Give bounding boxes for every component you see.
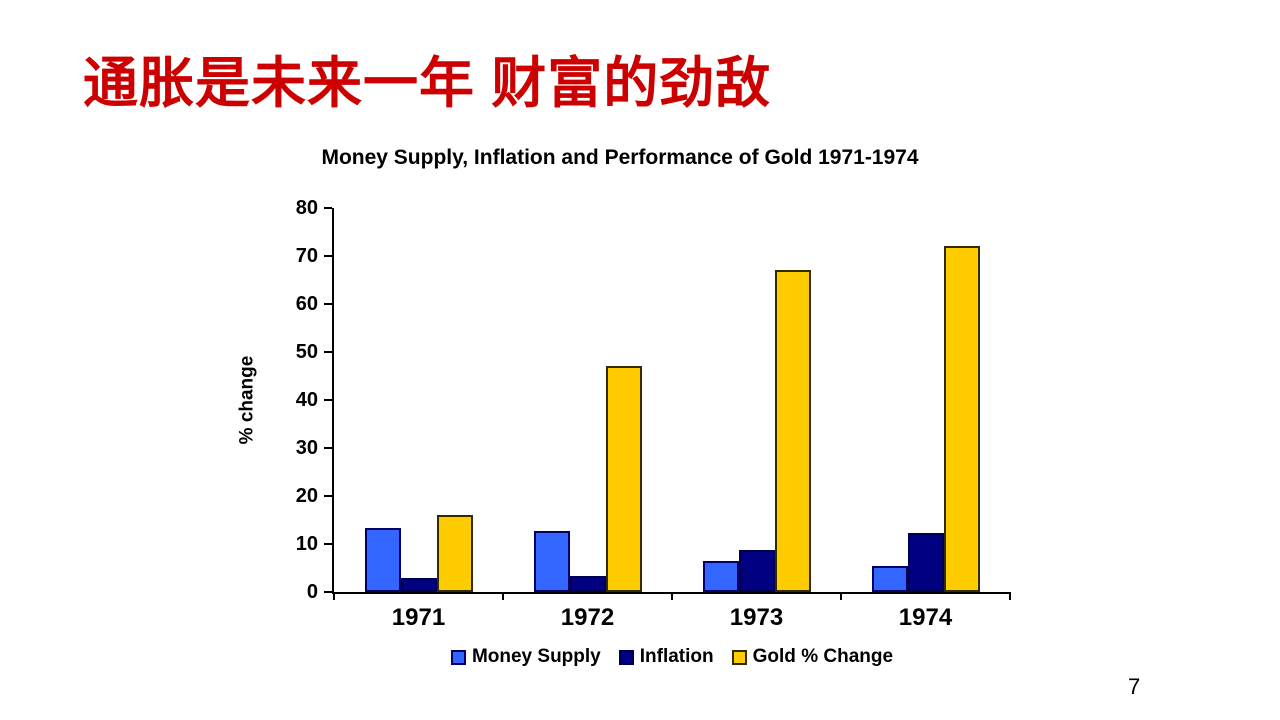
y-axis-title-text: % change (236, 355, 258, 445)
bar-chart: Money Supply, Inflation and Performance … (225, 142, 1015, 702)
chart-title: Money Supply, Inflation and Performance … (321, 146, 919, 169)
y-tick-label: 40 (295, 389, 318, 411)
x-tick-mark (333, 592, 335, 600)
x-label-1972: 1972 (560, 604, 615, 631)
page-number: 7 (1128, 674, 1141, 699)
bar-inflation-1972 (569, 576, 606, 592)
chart-legend: Money Supply Inflation Gold % Change (334, 646, 1010, 668)
x-tick-mark (1009, 592, 1011, 600)
legend-item-gold-change: Gold % Change (731, 646, 894, 668)
y-tick-label: 10 (295, 533, 318, 555)
bar-inflation-1973 (738, 550, 775, 592)
x-label-1974: 1974 (898, 604, 953, 631)
legend-item-money-supply: Money Supply (450, 646, 601, 668)
x-axis-labels: 1971 1972 1973 1974 (334, 604, 1010, 632)
legend-swatch-icon (450, 649, 466, 665)
bar-groups (334, 208, 1010, 592)
bar-gold-change-1974 (943, 246, 980, 592)
bar-money-supply-1971 (364, 528, 401, 592)
y-tick-mark (324, 399, 332, 401)
y-tick-label: 70 (295, 245, 318, 267)
bar-group-1972 (503, 208, 672, 592)
y-tick-mark (324, 207, 332, 209)
legend-label: Money Supply (471, 646, 601, 667)
y-tick-label: 80 (295, 197, 318, 219)
x-tick-mark (671, 592, 673, 600)
x-tick-mark (502, 592, 504, 600)
y-axis-title: % change (234, 208, 260, 592)
plot-area: % change 0 10 20 30 40 50 60 70 80 1971 1972 1973 19… (236, 198, 1011, 667)
x-tick-mark (840, 592, 842, 600)
y-tick-label: 0 (306, 581, 318, 603)
bar-gold-change-1971 (436, 515, 473, 592)
bar-group-1971 (334, 208, 503, 592)
legend-swatch-icon (618, 649, 634, 665)
bar-money-supply-1972 (533, 530, 570, 592)
y-tick-label: 30 (295, 437, 318, 459)
bar-gold-change-1973 (774, 270, 811, 592)
bar-money-supply-1973 (702, 560, 739, 592)
y-tick-label: 60 (295, 293, 318, 315)
y-tick-label: 20 (295, 485, 318, 507)
x-label-1971: 1971 (391, 604, 446, 631)
slide-title: 通胀是未来一年 财富的劲敌 (83, 52, 772, 114)
legend-label: Gold % Change (752, 646, 894, 667)
bar-inflation-1971 (400, 577, 437, 592)
legend-item-inflation: Inflation (618, 646, 714, 668)
bar-group-1973 (672, 208, 841, 592)
y-tick-mark (324, 543, 332, 545)
y-tick-mark (324, 591, 332, 593)
bar-gold-change-1972 (605, 366, 642, 592)
y-tick-mark (324, 255, 332, 257)
y-tick-mark (324, 495, 332, 497)
y-tick-mark (324, 303, 332, 305)
legend-label: Inflation (639, 646, 714, 667)
y-tick-mark (324, 351, 332, 353)
bar-money-supply-1974 (871, 566, 908, 592)
legend-swatch-icon (731, 649, 747, 665)
bar-group-1974 (841, 208, 1010, 592)
y-tick-mark (324, 447, 332, 449)
x-label-1973: 1973 (729, 604, 784, 631)
bar-inflation-1974 (907, 532, 944, 592)
y-tick-label: 50 (295, 341, 318, 363)
